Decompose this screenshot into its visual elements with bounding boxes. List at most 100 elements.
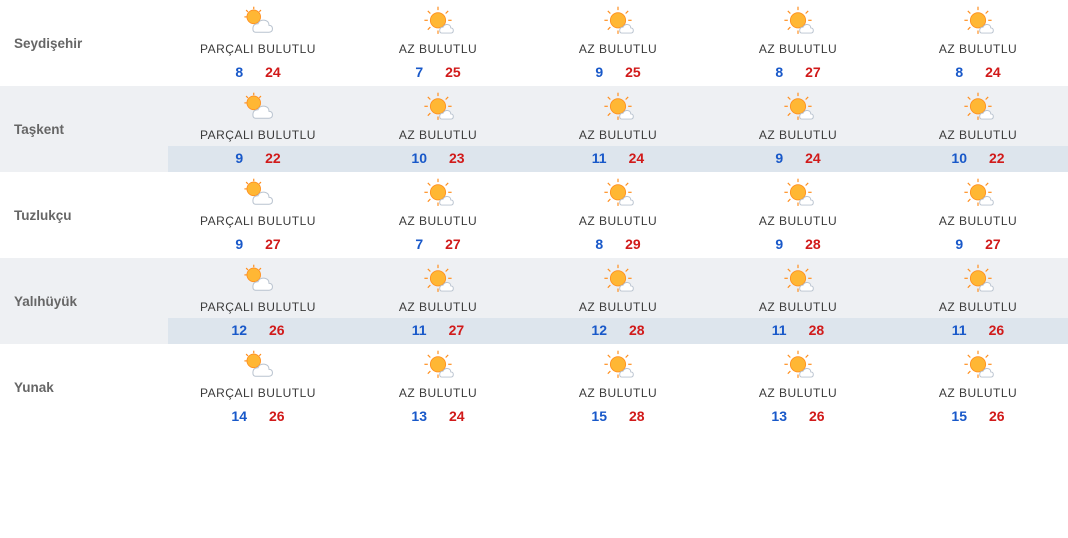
condition-label: AZ BULUTLU [888,214,1068,232]
temperature-band: 1128 [708,318,888,344]
temp-high: 27 [449,322,465,338]
temperature-band: 824 [168,60,348,86]
city-name: Yalıhüyük [0,258,168,344]
condition-label: AZ BULUTLU [348,42,528,60]
condition-label: PARÇALI BULUTLU [168,42,348,60]
mostly-sunny-icon [601,349,635,383]
forecast-days: PARÇALI BULUTLU 9 22 AZ BULUTLU1023 AZ BUL… [168,86,1068,172]
mostly-sunny-icon [961,263,995,297]
mostly-sunny-icon [961,177,995,211]
forecast-day: AZ BULUTLU 7 25 [348,0,528,86]
temp-low: 7 [415,64,423,80]
forecast-day: PARÇALI BULUTLU 9 22 [168,86,348,172]
mostly-sunny-icon [781,177,815,211]
temperature-band: 1126 [888,318,1068,344]
temp-high: 24 [629,150,645,166]
weather-icon [888,258,1068,300]
forecast-day: AZ BULUTLU824 [888,0,1068,86]
weather-icon [348,258,528,300]
weather-icon [168,86,348,128]
temp-high: 25 [445,64,461,80]
temp-low: 15 [591,408,607,424]
weather-icon [168,258,348,300]
temp-high: 27 [265,236,281,252]
mostly-sunny-icon [781,349,815,383]
temp-high: 24 [449,408,465,424]
forecast-day: PARÇALI BULUTLU824 [168,0,348,86]
mostly-sunny-icon [421,349,455,383]
condition-label: AZ BULUTLU [348,300,528,318]
temp-low: 9 [775,236,783,252]
condition-label: PARÇALI BULUTLU [168,386,348,404]
weather-icon [708,0,888,42]
temp-high: 27 [985,236,1001,252]
condition-label: PARÇALI BULUTLU [168,300,348,318]
temp-low: 11 [592,150,607,166]
mostly-sunny-icon [781,263,815,297]
temp-low: 12 [231,322,247,338]
city-name: Yunak [0,344,168,430]
temperature-band: 727 [348,232,528,258]
temp-low: 11 [412,322,427,338]
temp-low: 9 [235,150,243,166]
condition-label: AZ BULUTLU [528,128,708,146]
mostly-sunny-icon [421,5,455,39]
temp-low: 8 [775,64,783,80]
condition-label: AZ BULUTLU [888,300,1068,318]
temp-high: 28 [629,322,645,338]
weather-icon [888,172,1068,214]
weather-icon [888,344,1068,386]
weather-icon [348,344,528,386]
forecast-day: AZ BULUTLU1023 [348,86,528,172]
temperature-band: 9 22 [168,146,348,172]
temp-low: 15 [951,408,967,424]
weather-icon [168,344,348,386]
condition-label: AZ BULUTLU [888,128,1068,146]
condition-label: AZ BULUTLU [528,42,708,60]
temp-high: 24 [265,64,281,80]
forecast-day: AZ BULUTLU 9 25 [528,0,708,86]
temp-high: 29 [625,236,641,252]
temp-high: 26 [989,408,1005,424]
forecast-days: PARÇALI BULUTLU824 AZ BULUTLU725 AZ BULU… [168,0,1068,86]
temp-low: 9 [955,236,963,252]
temp-low: 13 [771,408,787,424]
forecast-day: PARÇALI BULUTLU 14 26 [168,344,348,430]
forecast-day: AZ BULUTLU1326 [708,344,888,430]
condition-label: PARÇALI BULUTLU [168,128,348,146]
weather-icon [528,86,708,128]
temperature-band: 12 28 [528,318,708,344]
weather-icon [708,344,888,386]
weather-icon [708,172,888,214]
weather-table: Seydişehir PARÇALI BULUTLU824 AZ BULUTLU… [0,0,1068,430]
temp-high: 26 [269,322,285,338]
temperature-band: 9 27 [888,232,1068,258]
city-name: Taşkent [0,86,168,172]
forecast-day: AZ BULUTLU829 [528,172,708,258]
city-name: Seydişehir [0,0,168,86]
temp-low: 14 [231,408,247,424]
forecast-day: AZ BULUTLU1324 [348,344,528,430]
condition-label: AZ BULUTLU [708,386,888,404]
temperature-band: 924 [708,146,888,172]
mostly-sunny-icon [961,91,995,125]
temperature-band: 927 [168,232,348,258]
temp-high: 22 [265,150,281,166]
temp-low: 12 [591,322,607,338]
temperature-band: 14 26 [168,404,348,430]
temperature-band: 1324 [348,404,528,430]
mostly-sunny-icon [421,263,455,297]
condition-label: PARÇALI BULUTLU [168,214,348,232]
forecast-day: AZ BULUTLU 9 27 [888,172,1068,258]
mostly-sunny-icon [421,91,455,125]
temp-high: 25 [625,64,641,80]
forecast-day: AZ BULUTLU924 [708,86,888,172]
mostly-sunny-icon [601,177,635,211]
temp-low: 11 [772,322,787,338]
mostly-sunny-icon [961,5,995,39]
temp-high: 26 [269,408,285,424]
table-row: Yalıhüyük PARÇALI BULUTLU 12 26 AZ BULUTLU… [0,258,1068,344]
forecast-days: PARÇALI BULUTLU1426 AZ BULUTLU1324 AZ BU… [168,344,1068,430]
forecast-day: AZ BULUTLU1126 [888,258,1068,344]
temp-low: 9 [595,64,603,80]
